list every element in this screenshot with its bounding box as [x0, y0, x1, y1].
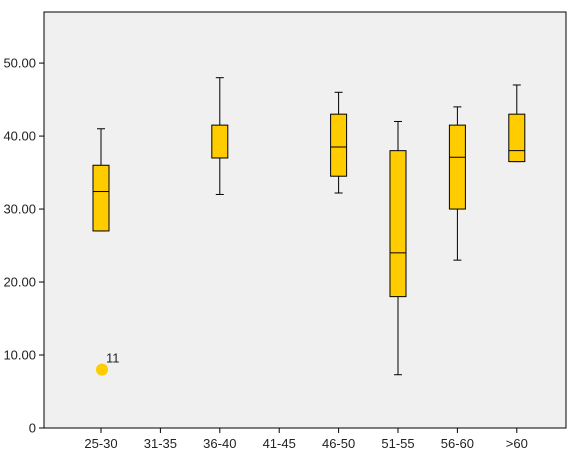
- plot-area: [43, 11, 567, 429]
- x-axis: 25-30 31-35 36-40 41-45 46-50 51-55 56-60 >60: [84, 428, 528, 451]
- x-tick-label: 31-35: [144, 436, 177, 451]
- box-iqr: [211, 124, 229, 159]
- y-tick-label: 50.00: [3, 56, 36, 71]
- y-tick-label: 20.00: [3, 275, 36, 290]
- box-5660: [448, 106, 466, 261]
- y-tick-label: 10.00: [3, 348, 36, 363]
- outlier-label: 11: [106, 351, 120, 366]
- box-5155: [389, 120, 407, 376]
- box-60: [508, 84, 526, 163]
- outlier-point: [96, 363, 108, 376]
- y-tick-label: 30.00: [3, 202, 36, 217]
- y-axis: 0 10.00 20.00 30.00 40.00 50.00: [3, 56, 44, 436]
- box-iqr: [330, 113, 348, 177]
- outliers: 11: [96, 351, 120, 376]
- x-tick-label: 56-60: [441, 436, 474, 451]
- box-2530: [92, 128, 110, 232]
- boxes: [92, 77, 526, 376]
- x-tick-label: 25-30: [84, 436, 117, 451]
- y-tick-label: 40.00: [3, 129, 36, 144]
- box-3640: [211, 77, 229, 195]
- x-tick-label: 46-50: [322, 436, 355, 451]
- box-4650: [330, 91, 348, 194]
- y-tick-label: 0: [29, 421, 36, 436]
- box-iqr: [92, 164, 110, 232]
- box-iqr: [389, 150, 407, 298]
- x-tick-label: 41-45: [263, 436, 296, 451]
- x-tick-label: >60: [506, 436, 528, 451]
- x-tick-label: 36-40: [203, 436, 236, 451]
- box-iqr: [448, 124, 466, 210]
- x-tick-label: 51-55: [381, 436, 414, 451]
- box-iqr: [508, 113, 526, 163]
